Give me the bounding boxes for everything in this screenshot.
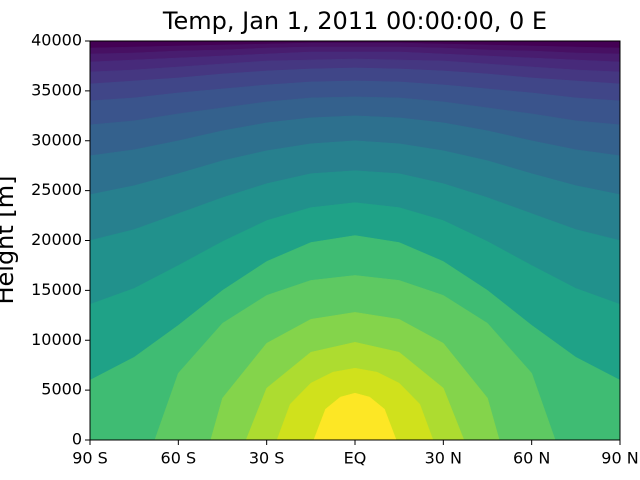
y-tick-label: 15000 bbox=[31, 280, 82, 299]
x-tick-label: 60 S bbox=[161, 449, 197, 468]
x-tick-label: EQ bbox=[344, 449, 367, 468]
plot-area bbox=[90, 41, 620, 440]
y-tick-label: 40000 bbox=[31, 31, 82, 50]
x-tick-label: 90 N bbox=[601, 449, 638, 468]
y-axis-label: Height [m] bbox=[0, 175, 19, 304]
x-tick-label: 90 S bbox=[72, 449, 108, 468]
y-tick-label: 35000 bbox=[31, 80, 82, 99]
x-tick-label: 30 S bbox=[249, 449, 285, 468]
y-tick-label: 0 bbox=[72, 430, 82, 449]
x-tick-label: 30 N bbox=[425, 449, 462, 468]
y-tick-label: 20000 bbox=[31, 230, 82, 249]
y-tick-label: 5000 bbox=[41, 380, 82, 399]
axes: 0 5000 10000 15000 20000 25000 30000 35000 40000… bbox=[31, 31, 639, 468]
y-tick-label: 25000 bbox=[31, 180, 82, 199]
chart-title: Temp, Jan 1, 2011 00:00:00, 0 E bbox=[162, 7, 547, 35]
y-tick-label: 10000 bbox=[31, 330, 82, 349]
contour-band bbox=[313, 392, 397, 440]
y-tick-label: 30000 bbox=[31, 130, 82, 149]
x-tick-label: 60 N bbox=[513, 449, 550, 468]
